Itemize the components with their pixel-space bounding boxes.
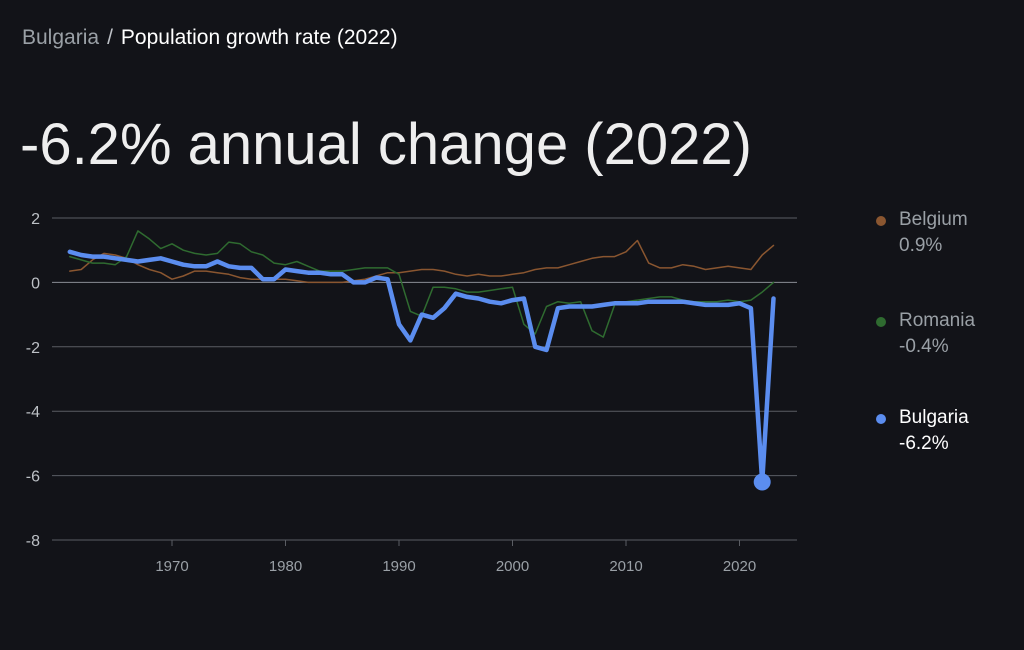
series-line-bulgaria [67,249,776,485]
line-chart: 2 0 -2 -4 -6 -8 1970 1980 1990 2000 2010 2020 [26,211,797,575]
breadcrumb-separator: / [107,26,113,49]
y-tick-label: -4 [26,404,40,421]
x-tick-label: 2000 [496,558,529,575]
headline-stat: -6.2% annual change (2022) [20,112,752,177]
breadcrumb-current-metric: Population growth rate (2022) [120,26,398,49]
legend-name-romania: Romania [899,310,976,331]
legend-dot-romania [876,317,886,327]
legend-name-bulgaria: Bulgaria [899,407,969,428]
x-tick-label: 2010 [609,558,642,575]
y-tick-label: 0 [31,275,40,292]
legend-value-bulgaria: -6.2% [899,433,949,454]
x-tick-label: 1970 [155,558,188,575]
y-tick-label: -2 [26,340,40,357]
x-tick-label: 1990 [382,558,415,575]
y-tick-label: -8 [26,533,40,550]
legend-dot-belgium [876,216,886,226]
y-tick-label: -6 [26,469,40,486]
legend-value-belgium: 0.9% [899,235,943,256]
legend-dot-bulgaria [876,414,886,424]
x-tick-label: 2020 [723,558,756,575]
highlight-point [753,473,771,491]
breadcrumb-country-link[interactable]: Bulgaria [22,26,100,49]
x-tick-label: 1980 [269,558,302,575]
legend-name-belgium: Belgium [899,209,968,230]
legend-value-romania: -0.4% [899,336,949,357]
series-line-belgium [69,239,775,284]
series-line-romania [69,230,775,338]
breadcrumb: Bulgaria / Population growth rate (2022) [22,24,398,52]
y-tick-label: 2 [31,211,40,228]
